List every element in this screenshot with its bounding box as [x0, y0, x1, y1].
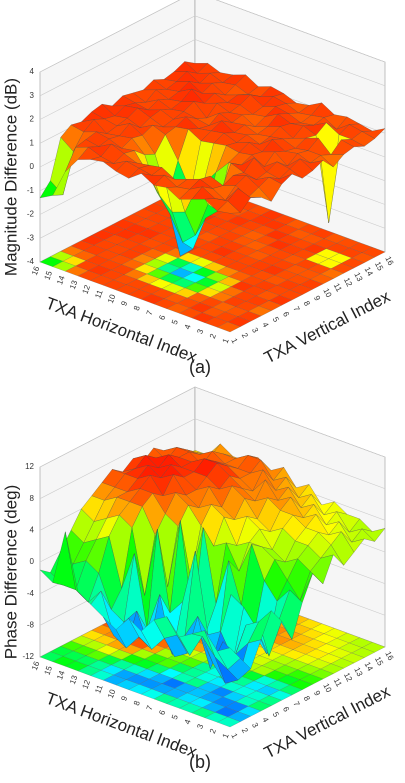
y-tick-label: 1 [229, 337, 239, 346]
z-tick-label: -8 [27, 620, 35, 629]
y-tick-label: 7 [291, 700, 301, 709]
x-tick-label: 2 [208, 332, 218, 340]
z-axis-title: Magnitude Difference (dB) [1, 78, 20, 276]
surface-cell [217, 647, 241, 670]
x-tick-label: 1 [221, 732, 231, 740]
z-tick-label: 1 [30, 138, 35, 147]
x-tick-label: 15 [43, 269, 55, 281]
y-tick-label: 3 [250, 326, 260, 335]
y-tick-label: 10 [321, 287, 333, 300]
z-tick-label: -1 [27, 186, 35, 195]
caption: (b) [189, 752, 211, 772]
grid-line [39, 15, 386, 97]
y-tick-label: 13 [352, 271, 364, 284]
z-tick-label: 0 [30, 557, 35, 566]
x-tick-label: 13 [68, 279, 80, 291]
y-tick-label: 9 [312, 294, 322, 303]
x-tick-label: 16 [30, 265, 42, 277]
y-tick-label: 14 [363, 660, 375, 673]
z-tick-label: 4 [30, 67, 35, 76]
x-tick-label: 3 [195, 327, 205, 335]
z-tick-label: 3 [30, 91, 35, 100]
surface [39, 443, 386, 684]
x-tick-label: 8 [132, 304, 142, 312]
z-tick-label: 0 [30, 162, 35, 171]
y-tick-label: 15 [373, 260, 385, 273]
x-tick-label: 9 [119, 299, 129, 307]
y-tick-label: 6 [281, 705, 291, 714]
x-tick-label: 13 [68, 674, 80, 686]
floor-cell [217, 716, 241, 728]
x-tick-label: 4 [183, 323, 193, 331]
x-tick-label: 4 [183, 718, 193, 726]
grid-line [39, 418, 386, 499]
y-tick-label: 3 [250, 721, 260, 730]
y-tick-label: 10 [321, 682, 333, 695]
y-tick-label: 11 [332, 677, 344, 689]
y-tick-label: 8 [302, 299, 312, 308]
grid-line [39, 39, 386, 120]
z-tick-label: 12 [25, 462, 34, 471]
x-tick-label: 12 [81, 283, 93, 295]
x-tick-label: 15 [43, 664, 55, 676]
y-tick-label: 14 [363, 265, 375, 278]
y-tick-label: 12 [342, 276, 354, 289]
z-tick-label: -4 [27, 589, 35, 598]
y-tick-label: 2 [240, 331, 250, 340]
x-tick-label: 8 [132, 699, 142, 707]
x-tick-label: 7 [145, 309, 155, 317]
x-tick-label: 6 [157, 313, 167, 321]
y-tick-label: 16 [383, 650, 395, 663]
z-tick-label: -2 [27, 210, 35, 219]
y-tick-label: 2 [240, 726, 250, 735]
x-tick-label: 14 [55, 274, 67, 286]
y-tick-label: 5 [271, 710, 281, 719]
x-tick-label: 7 [145, 704, 155, 712]
x-tick-label: 9 [119, 694, 129, 702]
x-tick-label: 3 [195, 722, 205, 730]
y-tick-label: 4 [260, 321, 270, 330]
x-tick-label: 5 [170, 713, 180, 721]
y-tick-label: 13 [352, 666, 364, 679]
floor-map [39, 181, 386, 333]
y-tick-label: 16 [383, 255, 395, 268]
surface [39, 61, 386, 257]
x-tick-label: 14 [55, 669, 67, 681]
y-tick-label: 6 [281, 310, 291, 319]
y-tick-label: 7 [291, 305, 301, 314]
surface-cell [217, 200, 241, 214]
grid-line [39, 0, 386, 73]
z-tick-label: 8 [30, 494, 35, 503]
x-tick-label: 10 [106, 688, 118, 700]
grid-line [39, 386, 386, 468]
x-tick-label: 6 [157, 708, 167, 716]
caption: (a) [189, 357, 211, 377]
surface-chart: -4-3-2-101234123456789101112131415161234… [1, 0, 396, 377]
x-tick-label: 5 [170, 318, 180, 326]
z-tick-label: 2 [30, 115, 35, 124]
y-tick-label: 15 [373, 655, 385, 668]
x-tick-label: 16 [30, 660, 42, 672]
z-tick-label: -12 [22, 652, 34, 661]
y-tick-label: 9 [312, 689, 322, 698]
y-tick-label: 12 [342, 671, 354, 684]
x-tick-label: 11 [93, 683, 105, 694]
y-tick-label: 1 [229, 732, 239, 741]
y-tick-label: 11 [332, 282, 344, 294]
floor-cell [217, 321, 241, 333]
x-tick-label: 2 [208, 727, 218, 735]
y-tick-label: 5 [271, 315, 281, 324]
x-tick-label: 12 [81, 678, 93, 690]
y-tick-label: 8 [302, 694, 312, 703]
surface-chart: -12-8-4048121234567891011121314151612345… [1, 386, 396, 772]
z-tick-label: -4 [27, 257, 35, 266]
y-tick-label: 4 [260, 716, 270, 725]
x-tick-label: 1 [221, 337, 231, 345]
z-axis-title: Phase Difference (deg) [1, 485, 20, 660]
x-tick-label: 10 [106, 293, 118, 305]
z-tick-label: 4 [30, 525, 35, 534]
x-tick-label: 11 [93, 288, 105, 299]
z-tick-label: -3 [27, 233, 35, 242]
